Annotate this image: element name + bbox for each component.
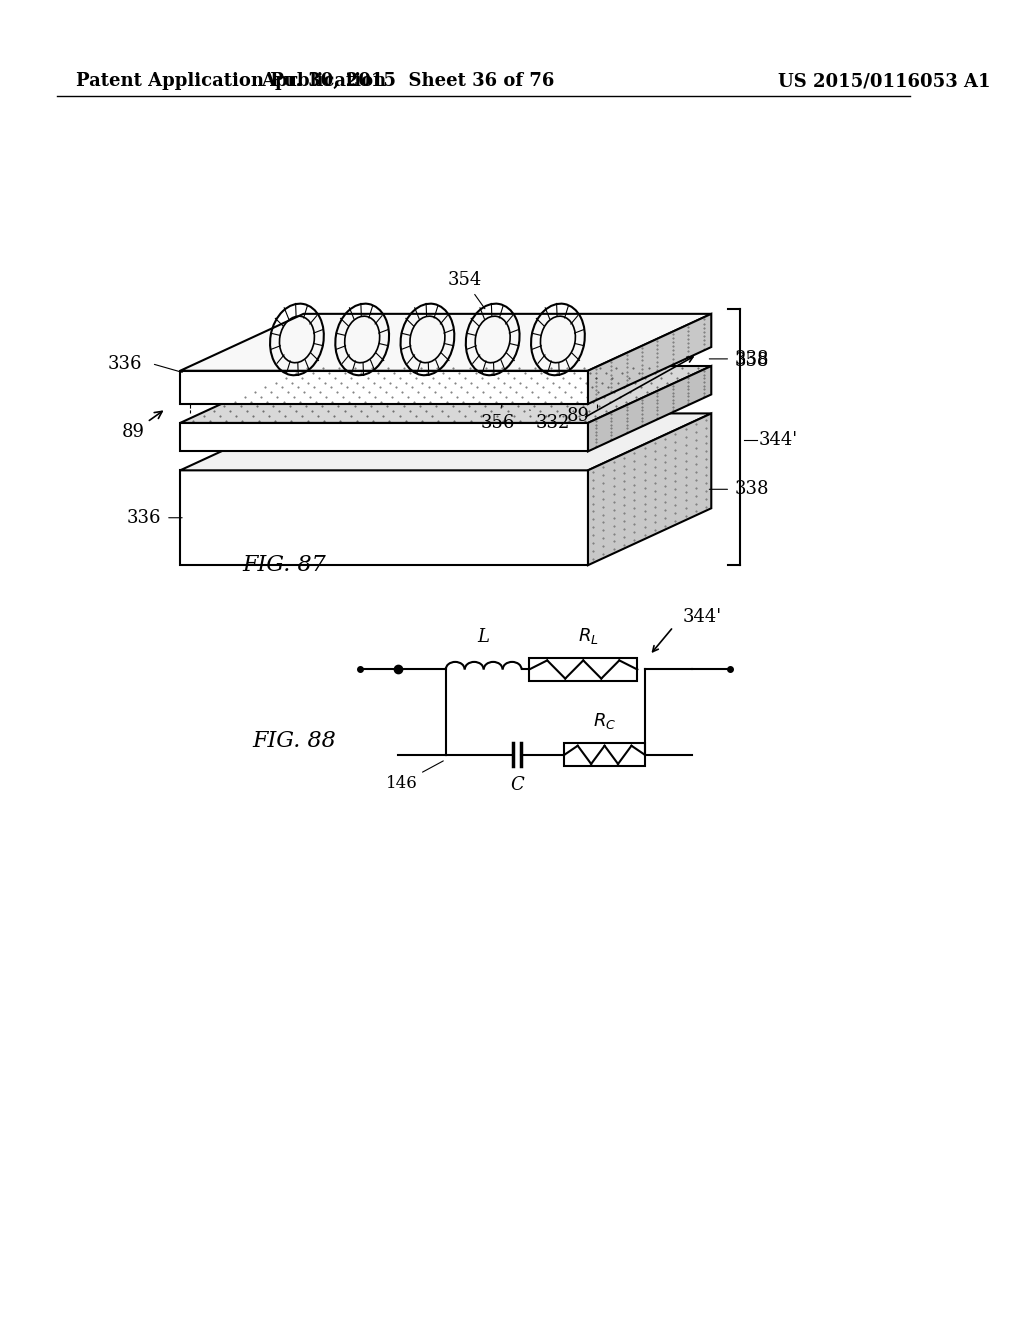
Polygon shape xyxy=(180,371,588,404)
Text: 332: 332 xyxy=(529,411,569,432)
Polygon shape xyxy=(180,470,588,565)
Polygon shape xyxy=(588,314,712,404)
Text: 344': 344' xyxy=(759,430,798,449)
Text: Patent Application Publication: Patent Application Publication xyxy=(76,73,386,91)
Polygon shape xyxy=(180,413,712,470)
Text: 89: 89 xyxy=(121,412,162,441)
Text: 146: 146 xyxy=(386,760,443,792)
Text: 338: 338 xyxy=(735,480,769,498)
Polygon shape xyxy=(180,314,712,371)
Text: 89: 89 xyxy=(567,407,590,425)
Text: US 2015/0116053 A1: US 2015/0116053 A1 xyxy=(777,73,990,91)
Text: $R_L$: $R_L$ xyxy=(578,626,598,645)
Bar xyxy=(529,659,637,681)
Polygon shape xyxy=(588,366,712,451)
Polygon shape xyxy=(180,422,588,451)
Text: Apr. 30, 2015  Sheet 36 of 76: Apr. 30, 2015 Sheet 36 of 76 xyxy=(261,73,554,91)
Text: 336: 336 xyxy=(127,508,161,527)
Bar xyxy=(564,743,645,766)
Text: 358: 358 xyxy=(735,352,769,371)
Text: 338: 338 xyxy=(735,350,769,368)
Polygon shape xyxy=(588,413,712,565)
Text: FIG. 88: FIG. 88 xyxy=(252,730,336,751)
Text: C: C xyxy=(510,776,523,793)
Text: 356: 356 xyxy=(481,404,515,432)
Text: FIG. 87: FIG. 87 xyxy=(243,554,327,576)
Text: 354: 354 xyxy=(447,272,485,309)
Text: $R_C$: $R_C$ xyxy=(593,711,616,731)
Polygon shape xyxy=(180,366,712,422)
Text: L: L xyxy=(477,628,489,645)
Text: 336: 336 xyxy=(108,355,142,372)
Text: 344': 344' xyxy=(683,609,722,626)
